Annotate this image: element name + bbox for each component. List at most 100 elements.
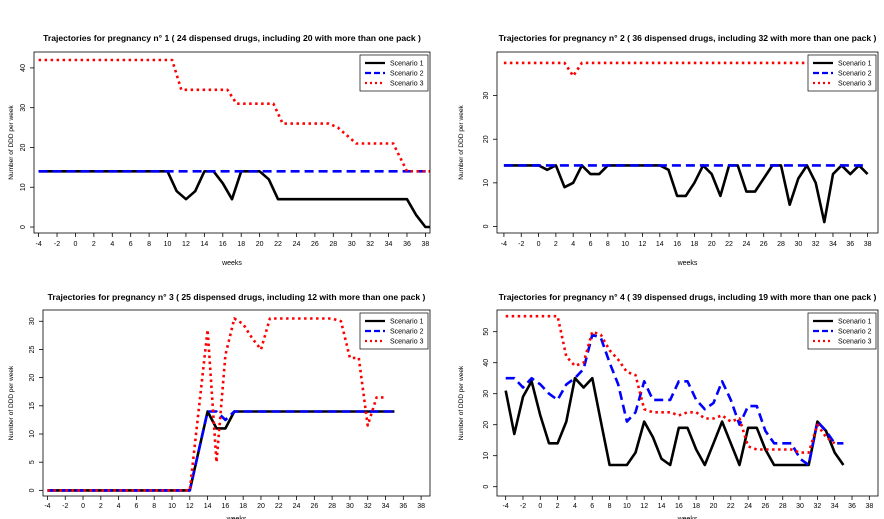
x-tick-label: 22 (275, 503, 283, 510)
x-tick-label: 18 (239, 503, 247, 510)
x-tick-label: 30 (348, 241, 356, 248)
x-tick-label: 30 (796, 503, 804, 510)
x-tick-label: 30 (794, 241, 802, 248)
x-tick-label: 10 (168, 503, 176, 510)
x-tick-label: 20 (256, 241, 264, 248)
x-tick-label: 28 (777, 241, 785, 248)
plot-frame (33, 51, 431, 234)
x-tick-label: 32 (366, 241, 374, 248)
x-tick-label: 2 (92, 241, 96, 248)
chart-panel-4: Trajectories for pregnancy n° 4 ( 39 dis… (458, 292, 879, 519)
x-tick-label: 4 (110, 241, 114, 248)
y-axis: 0 10 20 30 40 (20, 64, 34, 229)
x-tick-label: 8 (608, 503, 612, 510)
x-tick-label: 16 (675, 503, 683, 510)
y-tick-label: 0 (483, 224, 490, 228)
y-tick-label: 10 (29, 430, 36, 438)
y-tick-label: 30 (29, 317, 36, 325)
legend-box (807, 54, 877, 92)
x-tick-label: 32 (364, 503, 372, 510)
x-tick-label: 6 (134, 503, 138, 510)
x-tick-label: 0 (537, 241, 541, 248)
y-axis: 0 10 20 30 (483, 92, 497, 228)
legend: Scenario 1 Scenario 2 Scenario 3 (359, 312, 429, 350)
x-tick-label: 28 (329, 241, 337, 248)
x-tick-label: 36 (403, 241, 411, 248)
legend: Scenario 1 Scenario 2 Scenario 3 (807, 54, 877, 92)
x-tick-label: 36 (399, 503, 407, 510)
plot-frame (496, 51, 879, 234)
legend-label: Scenario 2 (838, 71, 872, 78)
x-tick-label: 32 (812, 241, 820, 248)
x-tick-label: 18 (692, 503, 700, 510)
x-tick-label: 16 (221, 503, 229, 510)
x-tick-label: 6 (590, 503, 594, 510)
series-line-scenario-2 (505, 333, 844, 467)
series-line-scenario-3 (38, 58, 430, 173)
plot-area (503, 61, 869, 224)
x-tick-label: 16 (219, 241, 227, 248)
y-tick-label: 25 (29, 345, 36, 353)
x-tick-label: 34 (382, 503, 390, 510)
legend-label: Scenario 2 (390, 71, 424, 78)
x-tick-label: 20 (257, 503, 265, 510)
y-tick-label: 30 (483, 390, 490, 398)
x-tick-label: 36 (846, 241, 854, 248)
x-tick-label: -4 (501, 241, 507, 248)
chart-title: Trajectories for pregnancy n° 3 ( 25 dis… (48, 292, 426, 302)
series-line-scenario-3 (503, 61, 868, 78)
legend-label: Scenario 1 (838, 61, 872, 68)
y-tick-label: 0 (29, 488, 36, 492)
x-axis: -4 -2 0 2 4 6 8 10 12 14 16 18 20 22 24 26 28 30 32 34 36 38 (501, 233, 872, 248)
y-tick-label: 10 (483, 452, 490, 460)
legend-label: Scenario 3 (838, 81, 872, 88)
y-tick-label: 10 (20, 183, 27, 191)
x-tick-label: 12 (182, 241, 190, 248)
x-tick-label: -2 (54, 241, 60, 248)
legend-label: Scenario 3 (390, 339, 424, 346)
legend-label: Scenario 3 (390, 81, 424, 88)
legend-label: Scenario 1 (390, 319, 424, 326)
x-tick-label: 22 (274, 241, 282, 248)
y-tick-label: 20 (483, 135, 490, 143)
y-tick-label: 5 (29, 460, 36, 464)
x-tick-label: -4 (503, 503, 509, 510)
legend-label: Scenario 2 (838, 329, 872, 336)
legend-box (807, 312, 877, 350)
x-tick-label: 14 (200, 241, 208, 248)
x-tick-label: 14 (658, 503, 666, 510)
x-tick-label: 4 (571, 241, 575, 248)
series-line-scenario-1 (38, 170, 430, 229)
y-tick-label: 0 (483, 485, 490, 489)
x-tick-label: 2 (556, 503, 560, 510)
x-tick-label: 2 (554, 241, 558, 248)
series-line-scenario-2 (47, 410, 395, 492)
x-tick-label: 18 (237, 241, 245, 248)
y-axis-label: Number of DDD per week (458, 365, 465, 440)
x-tick-label: 34 (829, 241, 837, 248)
plot-frame (496, 309, 879, 497)
x-tick-label: 6 (589, 241, 593, 248)
y-tick-label: 30 (483, 92, 490, 100)
plot-area (47, 317, 395, 492)
x-tick-label: -2 (518, 241, 524, 248)
chart-panel-1: Trajectories for pregnancy n° 1 ( 24 dis… (8, 33, 431, 267)
x-tick-label: 18 (691, 241, 699, 248)
x-axis-label: weeks (226, 516, 247, 519)
x-tick-label: 22 (725, 241, 733, 248)
x-tick-label: 10 (164, 241, 172, 248)
x-axis: -4 -2 0 2 4 6 8 10 12 14 16 18 20 22 24 26 28 30 32 34 36 38 (44, 496, 425, 510)
series-line-scenario-1 (503, 164, 869, 224)
x-tick-label: 14 (656, 241, 664, 248)
series-line-scenario-1 (504, 376, 845, 467)
y-tick-label: 20 (483, 421, 490, 429)
x-tick-label: 38 (864, 241, 872, 248)
x-tick-label: 24 (293, 503, 301, 510)
x-tick-label: 28 (779, 503, 787, 510)
x-tick-label: 4 (117, 503, 121, 510)
x-tick-label: 12 (640, 503, 648, 510)
x-axis: -4 -2 0 2 4 6 8 10 12 14 16 18 20 22 24 26 28 30 32 34 36 38 (503, 496, 873, 510)
plot-frame (42, 309, 431, 497)
x-tick-label: 0 (81, 503, 85, 510)
